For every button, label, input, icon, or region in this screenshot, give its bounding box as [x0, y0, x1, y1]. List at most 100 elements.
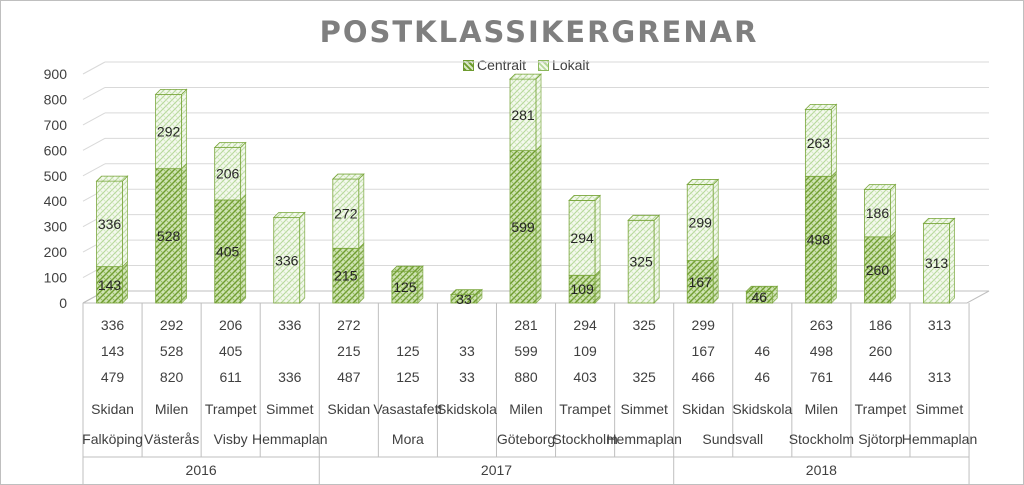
- table-value-cell: 528: [160, 343, 184, 359]
- y-tick-label: 300: [44, 219, 68, 235]
- bar-lokalt-front: [923, 222, 950, 304]
- table-value-cell: 336: [278, 369, 302, 385]
- bar-centralt: [568, 269, 601, 304]
- bar-lokalt-side: [594, 194, 601, 277]
- bar-centralt-side: [240, 193, 247, 304]
- table-location-cell: Sjötorp: [858, 431, 903, 447]
- gridline-depth: [82, 61, 106, 75]
- bar-centralt-front: [864, 236, 891, 304]
- table-value-cell: 206: [219, 317, 243, 333]
- y-tick-label: 400: [44, 193, 68, 209]
- table-event-cell: Simmet: [266, 401, 314, 417]
- table-event-cell: Simmet: [916, 401, 964, 417]
- table-value-cell: 599: [514, 343, 538, 359]
- data-label-centralt: 260: [866, 262, 890, 278]
- bar-top: [922, 217, 956, 224]
- data-table: 336 292 206 336 272 281 294 325 299 263 186 313 143 5…: [82, 303, 977, 484]
- bar-centralt: [450, 288, 483, 304]
- bar-centralt: [686, 254, 719, 304]
- table-value-cell: 272: [337, 317, 361, 333]
- table-location-cell: Hemmaplan: [606, 431, 681, 447]
- y-tick-label: 200: [44, 244, 68, 260]
- table-value-cell: 260: [869, 343, 893, 359]
- bar-centralt: [864, 230, 896, 304]
- bar-top: [686, 179, 720, 185]
- data-label-centralt: 46: [752, 289, 768, 305]
- table-value-cell: 263: [810, 317, 834, 333]
- table-value-cell: 336: [101, 317, 125, 333]
- table-event-cell: Trampet: [559, 401, 611, 417]
- data-label-lokalt: 186: [866, 205, 890, 221]
- bar-lokalt-front: [273, 217, 301, 304]
- table-value-cell: 403: [573, 369, 597, 385]
- bar-lokalt-side: [240, 141, 247, 201]
- table-event-cell: Vasastafett: [373, 401, 442, 417]
- bar-lokalt-front: [686, 184, 714, 261]
- bar-lokalt-side: [949, 217, 955, 304]
- table-value-cell: 33: [459, 369, 475, 385]
- chart-title: POSTKLASSIKERGRENAR: [319, 15, 759, 49]
- y-tick-label: 900: [44, 66, 68, 82]
- bar-top: [804, 103, 838, 110]
- bar-lokalt-side: [181, 88, 188, 170]
- bar-lokalt-front: [332, 178, 360, 249]
- bar-lokalt-front: [568, 200, 596, 276]
- table-value-cell: 446: [869, 369, 893, 385]
- table-value-cell: 498: [810, 343, 834, 359]
- data-label-lokalt: 281: [511, 107, 535, 123]
- data-label-lokalt: 263: [807, 135, 831, 151]
- bar-top: [390, 265, 424, 272]
- bar-lokalt-side: [358, 173, 365, 250]
- data-label-centralt: 167: [689, 274, 713, 290]
- table-location-cell: Hemmaplan: [252, 431, 327, 447]
- table-location-cell: Göteborg: [497, 431, 555, 447]
- data-label-centralt: 125: [393, 279, 417, 295]
- table-event-cell: Milen: [155, 401, 188, 417]
- table-value-cell: 299: [692, 317, 716, 333]
- bar-centralt: [96, 260, 128, 304]
- bar-centralt: [804, 170, 837, 304]
- table-value-cell: 611: [220, 369, 243, 385]
- bar-top: [154, 88, 188, 95]
- table-value-cell: 109: [573, 343, 597, 359]
- bar-centralt: [509, 144, 542, 304]
- y-tick-label: 0: [59, 295, 67, 311]
- bar-centralt: [155, 162, 188, 304]
- table-event-cell: Trampet: [205, 401, 257, 417]
- table-location-cell: Mora: [392, 431, 424, 447]
- data-label-centralt: 143: [98, 277, 122, 293]
- bar-lokalt-front: [155, 93, 183, 170]
- table-location-cell: Stockholm: [552, 431, 617, 447]
- y-tick-label: 500: [44, 168, 68, 184]
- chart-legend: Centralt Lokalt: [463, 56, 589, 74]
- bar-top: [331, 173, 365, 180]
- gridline-depth: [82, 163, 106, 177]
- bar-lokalt: [155, 88, 188, 170]
- table-year-cell: 2018: [806, 462, 837, 478]
- table-value-cell: 336: [278, 317, 302, 333]
- data-label-centralt: 599: [511, 219, 535, 235]
- data-label-lokalt: 313: [925, 255, 949, 271]
- data-label-lokalt: 299: [689, 214, 713, 230]
- table-value-cell: 325: [632, 317, 656, 333]
- bar-top: [95, 175, 129, 182]
- bar-lokalt: [864, 183, 896, 238]
- bar-lokalt-side: [299, 211, 306, 304]
- bars: 1433365282924052063362152721253359928110…: [95, 73, 956, 307]
- bar-centralt-side: [594, 269, 601, 304]
- bar-lokalt-front: [804, 108, 832, 177]
- data-label-centralt: 528: [157, 228, 181, 244]
- gridline-depth: [82, 112, 106, 126]
- y-tick-label: 800: [44, 91, 68, 107]
- legend-swatch-lokalt: [538, 59, 550, 71]
- bar-centralt-side: [890, 230, 896, 304]
- bar-centralt-front: [155, 168, 183, 304]
- bar-lokalt: [96, 175, 128, 268]
- data-label-lokalt: 206: [216, 166, 240, 182]
- legend-item-lokalt: Lokalt: [538, 57, 589, 73]
- table-event-cell: Trampet: [855, 401, 907, 417]
- data-label-lokalt: 272: [334, 206, 358, 222]
- bar-centralt-side: [358, 242, 365, 304]
